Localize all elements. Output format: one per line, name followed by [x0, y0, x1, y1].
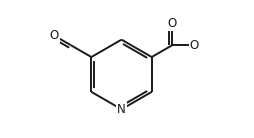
Text: O: O — [190, 39, 199, 52]
Text: N: N — [117, 103, 126, 116]
Text: O: O — [50, 29, 59, 42]
Text: O: O — [168, 17, 177, 30]
